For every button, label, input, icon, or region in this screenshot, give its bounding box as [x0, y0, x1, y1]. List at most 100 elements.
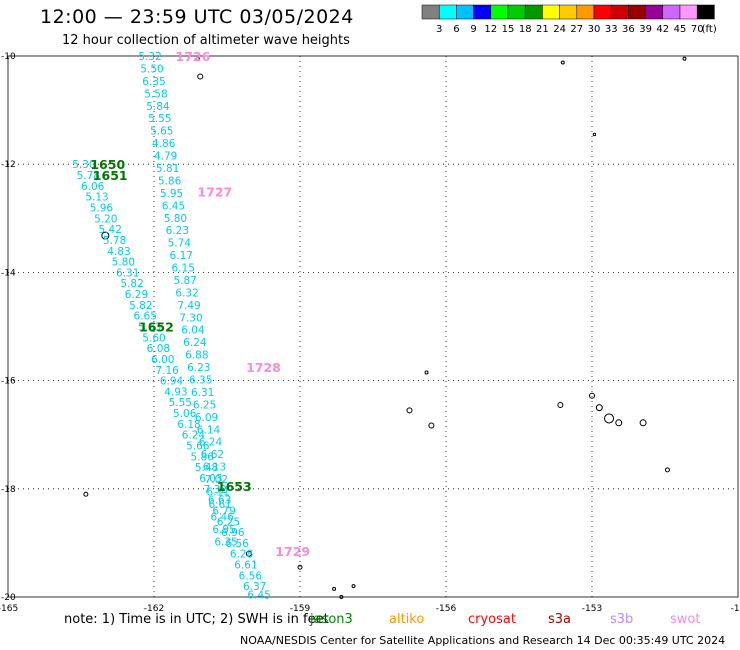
- swh-value-label: 6.35: [189, 375, 212, 387]
- swh-value-label: 5.86: [190, 451, 214, 463]
- island-outline: [560, 60, 565, 65]
- swh-value-label: 6.45: [247, 589, 270, 601]
- colorbar-label: 33: [605, 24, 618, 35]
- swh-value-label: 6.88: [185, 350, 208, 362]
- y-tick-label: -20: [1, 593, 16, 603]
- swh-value-label: 6.61: [234, 560, 257, 572]
- swh-value-label: 5.96: [90, 202, 114, 214]
- swh-value-label: 6.95: [212, 524, 235, 536]
- island-outline: [83, 491, 89, 497]
- swh-value-label: 6.08: [147, 343, 170, 355]
- note-text: note: 1) Time is in UTC; 2) SWH is in fe…: [64, 612, 329, 627]
- swh-value-label: 7.16: [155, 365, 179, 377]
- island-outline: [639, 419, 647, 427]
- swh-value-label: 4.83: [107, 246, 130, 258]
- swh-value-label: 6.25: [217, 516, 240, 528]
- colorbar-label: 6: [453, 24, 459, 35]
- colorbar-label: 39: [639, 24, 652, 35]
- colorbar-label: 42: [656, 24, 669, 35]
- x-tick-label: -162: [144, 604, 164, 612]
- island-outline: [406, 407, 413, 414]
- island-outline: [101, 231, 110, 240]
- swh-value-label: 5.06: [173, 408, 197, 420]
- swh-value-label: 6.23: [166, 225, 189, 237]
- swh-value-label: 5.78: [103, 235, 126, 247]
- satellite-legend-s3a: s3a: [548, 612, 572, 627]
- colorbar-unit: (ft): [702, 24, 717, 35]
- swh-value-label: 5.30: [72, 159, 95, 171]
- swh-value-label: 6.14: [197, 424, 221, 436]
- colorbar-swatch: [696, 4, 715, 20]
- pass-time-label: 1727: [197, 184, 232, 199]
- x-tick-label: -165: [0, 604, 18, 612]
- island-outline: [339, 595, 344, 599]
- swh-value-label: 5.95: [160, 188, 183, 200]
- colorbar-label: 30: [588, 24, 601, 35]
- swh-value-label: 6.31: [191, 387, 214, 399]
- swh-value-label: 6.09: [195, 412, 218, 424]
- footer-credit: NOAA/NESDIS Center for Satellite Applica…: [240, 634, 726, 647]
- swh-value-label: 4.93: [164, 386, 187, 398]
- pass-time-label: 1726: [176, 49, 211, 64]
- chart-title: 12:00 — 23:59 UTC 03/05/2024: [40, 6, 354, 28]
- pass-time-label: 1728: [246, 360, 281, 375]
- pass-time-label: 1652: [139, 320, 174, 335]
- swh-value-label: 6.06: [81, 181, 105, 193]
- colorbar-label: 24: [553, 24, 566, 35]
- swh-value-label: 5.55: [169, 397, 192, 409]
- swh-value-label: 5.65: [150, 126, 173, 138]
- swh-value-label: 5.83: [138, 322, 161, 334]
- island-outline: [351, 584, 356, 589]
- swh-value-label: 7.02: [205, 474, 228, 486]
- swh-value-label: 5.32: [138, 51, 161, 63]
- swh-value-label: 6.56: [226, 538, 250, 550]
- island-outline: [682, 56, 687, 61]
- island-outline: [592, 132, 597, 137]
- swh-value-label: 6.17: [170, 250, 193, 262]
- island-outline: [424, 370, 429, 375]
- y-tick-label: -12: [1, 160, 16, 170]
- colorbar-label: 15: [502, 24, 515, 35]
- colorbar-label: 9: [470, 24, 476, 35]
- colorbar-label: 70: [691, 24, 704, 35]
- swh-value-label: 6.63: [208, 495, 231, 507]
- swh-value-label: 6.61: [208, 499, 231, 511]
- swh-value-label: 5.66: [186, 441, 210, 453]
- swh-value-label: 6.25: [193, 399, 216, 411]
- satellite-legend-s3b: s3b: [610, 612, 634, 627]
- x-tick-label: -159: [290, 604, 311, 612]
- swh-value-label: 6.79: [212, 505, 235, 517]
- swh-value-label: 6.29: [125, 289, 148, 301]
- x-tick-label: -156: [436, 604, 457, 612]
- pass-time-label: 1650: [90, 157, 125, 172]
- island-outline: [589, 392, 595, 399]
- island-outline: [245, 550, 252, 557]
- swh-value-label: 6.32: [175, 287, 198, 299]
- swh-value-label: 5.86: [158, 175, 182, 187]
- swh-value-label: 6.94: [160, 376, 184, 388]
- swh-value-label: 5.82: [129, 300, 152, 312]
- swh-value-label: 6.65: [134, 311, 157, 323]
- x-tick-label: -153: [582, 604, 602, 612]
- swh-value-label: 5.87: [173, 275, 196, 287]
- island-outline: [595, 404, 603, 412]
- colorbar: 3 6 9 12 15 18 21 24 27 30 33 36 39 42 45 70(ft): [421, 4, 717, 35]
- pass-time-label: 1729: [275, 544, 310, 559]
- swh-value-label: 6.35: [142, 76, 165, 88]
- swh-value-label: 5.20: [94, 213, 117, 225]
- y-tick-label: -10: [1, 52, 16, 62]
- swh-value-label: 6.24: [182, 430, 206, 442]
- swh-value-label: 6.00: [151, 354, 174, 366]
- island-outline: [332, 586, 337, 591]
- swh-value-label: 6.03: [199, 473, 222, 485]
- y-tick-label: -18: [1, 485, 16, 495]
- swh-value-label: 6.56: [239, 570, 263, 582]
- swh-value-label: 6.13: [203, 462, 226, 474]
- swh-value-label: 7.30: [179, 312, 202, 324]
- swh-value-label: 5.60: [142, 332, 165, 344]
- colorbar-label: 18: [519, 24, 532, 35]
- swh-value-label: 4.79: [154, 151, 177, 163]
- colorbar-label: 3: [436, 24, 442, 35]
- swh-value-label: 5.80: [112, 257, 135, 269]
